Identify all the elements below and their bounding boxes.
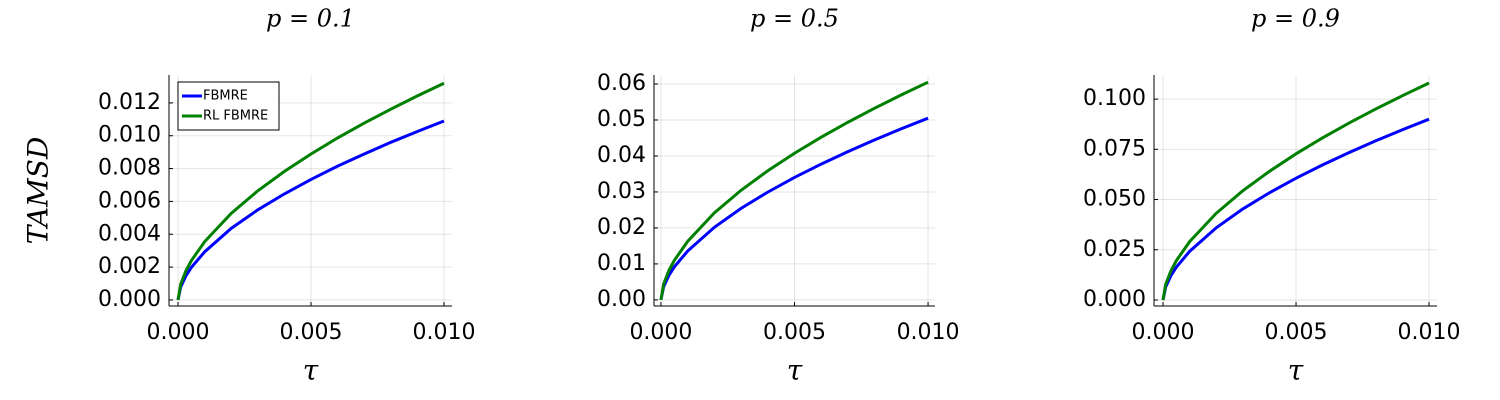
x-axis-label: τ [303,354,319,387]
chart-title: p = 0.5 [750,5,839,33]
x-axis-label: τ [1288,354,1304,387]
x-tick-label: 0.005 [280,320,343,345]
series-line [659,80,929,301]
series-line [176,119,445,301]
x-tick-label: 0.005 [1265,320,1328,345]
y-tick-label: 0.012 [98,90,161,115]
y-tick-label: 0.010 [98,123,161,148]
y-tick-label: 0.000 [1083,287,1146,312]
chart-title: p = 0.1 [266,5,355,33]
x-tick-label: 0.010 [1398,320,1461,345]
y-tick-label: 0.050 [1083,187,1146,212]
legend-label: FBMRE [203,89,248,104]
x-tick-label: 0.010 [897,320,960,345]
series-line [176,81,445,301]
y-tick-label: 0.01 [597,251,646,276]
chart-title: p = 0.9 [1251,5,1340,33]
y-tick-label: 0.04 [597,143,646,168]
y-tick-label: 0.075 [1083,136,1146,161]
x-tick-label: 0.000 [629,320,692,345]
x-tick-label: 0.005 [763,320,826,345]
legend-box [177,81,280,131]
y-tick-label: 0.02 [597,215,646,240]
y-tick-label: 0.06 [597,71,646,96]
y-axis-label: TAMSD [22,137,55,245]
x-tick-label: 0.000 [1132,320,1195,345]
y-tick-label: 0.05 [597,107,646,132]
x-tick-label: 0.010 [413,320,476,345]
x-axis-label: τ [787,354,803,387]
y-tick-label: 0.008 [98,156,161,181]
y-tick-label: 0.03 [597,179,646,204]
y-tick-label: 0.100 [1083,86,1146,111]
y-tick-label: 0.004 [98,221,161,246]
y-tick-label: 0.002 [98,254,161,279]
series-line [659,116,929,301]
y-tick-label: 0.006 [98,188,161,213]
y-tick-label: 0.00 [597,287,646,312]
legend-label: RL FBMRE [203,109,268,124]
x-tick-label: 0.000 [147,320,210,345]
series-line [1161,81,1430,301]
y-tick-label: 0.000 [98,287,161,312]
series-line [1161,117,1430,301]
y-tick-label: 0.025 [1083,237,1146,262]
